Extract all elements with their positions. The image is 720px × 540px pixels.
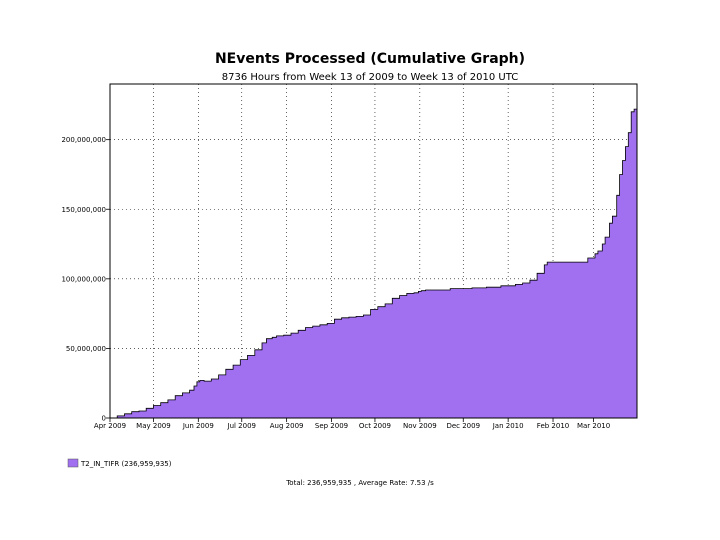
- x-tick-label: Sep 2009: [315, 422, 348, 430]
- plot-frame: [109, 83, 638, 419]
- x-tick-label: May 2009: [136, 422, 171, 430]
- y-tick-label: 50,000,000: [66, 345, 106, 353]
- x-tick-label: Jan 2010: [492, 422, 524, 430]
- x-tick-label: Jun 2009: [182, 422, 214, 430]
- x-tick-label: Apr 2009: [94, 422, 126, 430]
- x-tick-label: Dec 2009: [446, 422, 480, 430]
- x-tick-label: Aug 2009: [270, 422, 304, 430]
- x-tick-label: Jul 2009: [227, 422, 257, 430]
- y-tick-label: 200,000,000: [61, 136, 106, 144]
- chart-title: NEvents Processed (Cumulative Graph): [215, 51, 525, 67]
- series-area-fill: [110, 103, 637, 418]
- chart-footer: Total: 236,959,935 , Average Rate: 7.53 …: [285, 479, 434, 487]
- chart-subtitle: 8736 Hours from Week 13 of 2009 to Week …: [222, 72, 518, 83]
- legend-label: T2_IN_TIFR (236,959,935): [80, 460, 172, 468]
- x-tick-label: Oct 2009: [359, 422, 391, 430]
- x-axis: Apr 2009 May 2009 Jun 2009 Jul 2009 Aug 2009…: [94, 418, 610, 430]
- x-tick-label: Feb 2010: [537, 422, 569, 430]
- series-outline: [110, 103, 638, 419]
- x-tick-label: Nov 2009: [403, 422, 437, 430]
- legend-swatch: [67, 458, 79, 468]
- x-tick-label: Mar 2010: [577, 422, 610, 430]
- y-tick-label: 100,000,000: [61, 275, 106, 283]
- y-tick-label: 0: [102, 415, 106, 423]
- y-tick-label: 150,000,000: [61, 206, 106, 214]
- y-axis: 0 50,000,000 100,000,000 150,000,000 200,000…: [61, 136, 110, 423]
